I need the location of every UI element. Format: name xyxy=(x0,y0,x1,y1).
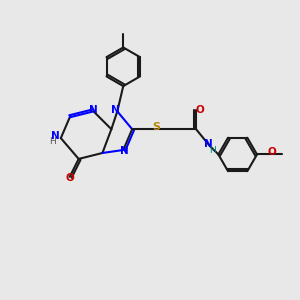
Text: H: H xyxy=(49,137,56,146)
Text: N: N xyxy=(111,105,120,115)
Text: O: O xyxy=(268,147,276,157)
Text: H: H xyxy=(209,146,216,155)
Text: N: N xyxy=(51,131,59,141)
Text: N: N xyxy=(89,105,98,115)
Text: S: S xyxy=(152,122,160,132)
Text: O: O xyxy=(195,105,204,115)
Text: O: O xyxy=(65,173,74,183)
Text: N: N xyxy=(120,146,129,157)
Text: N: N xyxy=(204,139,212,149)
